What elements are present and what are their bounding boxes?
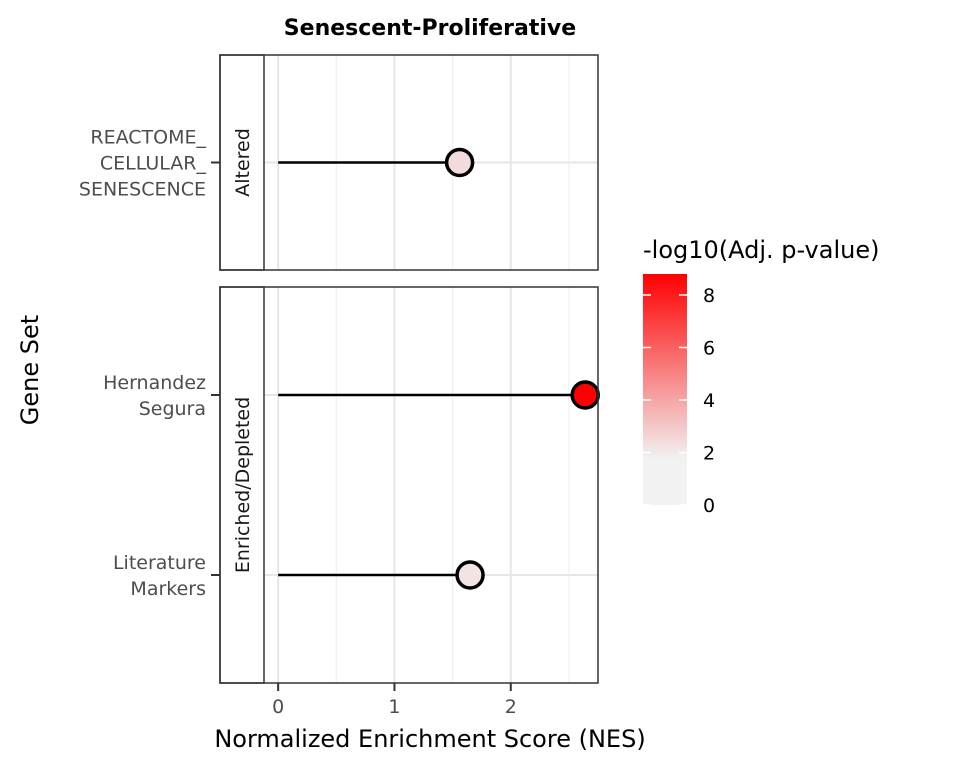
y-tick-label: Segura	[139, 398, 206, 420]
panel-border	[219, 54, 599, 271]
y-tick-label: Hernandez	[103, 372, 206, 394]
chart-title: Senescent-Proliferative	[284, 16, 576, 41]
y-tick-label: SENESCENCE	[79, 179, 206, 201]
panel-border	[219, 286, 599, 684]
lollipop-point	[444, 147, 475, 178]
y-tick-label: Literature	[113, 552, 206, 574]
y-tick-label: Markers	[130, 578, 206, 600]
legend-tick-label: 8	[703, 285, 715, 307]
legend-tick-label: 6	[703, 338, 715, 360]
x-tick-label: 2	[505, 696, 517, 718]
y-tick-label: CELLULAR_	[100, 153, 207, 175]
legend-tick-label: 2	[703, 443, 715, 465]
facet-strip	[219, 54, 265, 271]
facet-strip-label: Altered	[232, 128, 254, 197]
lollipop-point	[455, 560, 485, 590]
legend-title: -log10(Adj. p-value)	[643, 236, 879, 264]
panel-background	[220, 287, 598, 683]
legend-colorbar	[643, 274, 687, 505]
facet-panel: Hernandez Segura Literature Markers Enriched…	[103, 286, 600, 684]
y-axis-title: Gene Set	[16, 315, 44, 425]
x-axis-title: Normalized Enrichment Score (NES)	[214, 725, 645, 753]
lollipop-point	[570, 380, 600, 410]
facet-panel: REACTOME_ CELLULAR_ SENESCENCE Altered	[79, 54, 599, 271]
legend-tick-label: 4	[703, 390, 715, 412]
legend-tick-label: 0	[703, 495, 715, 517]
facet-strip-label: Enriched/Depleted	[232, 397, 254, 573]
x-tick-label: 1	[388, 696, 400, 718]
x-tick-label: 0	[272, 696, 284, 718]
y-tick-label: REACTOME_	[90, 127, 206, 149]
